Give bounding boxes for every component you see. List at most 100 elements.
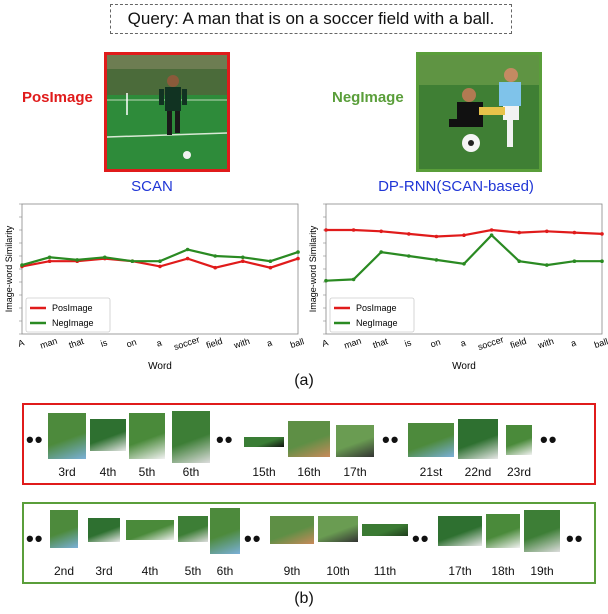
data-point — [434, 234, 439, 239]
x-tick-label: on — [125, 337, 138, 350]
ellipsis-dots: •• — [26, 526, 44, 551]
scan-legend-pos: PosImage — [52, 303, 93, 313]
dprnn-x-axis-label: Word — [452, 361, 476, 372]
x-tick-label: a — [155, 338, 163, 349]
data-point — [213, 265, 217, 270]
data-point — [545, 263, 549, 267]
ellipsis-dots: •• — [566, 526, 584, 551]
pos-thumbnail — [288, 421, 330, 457]
data-point — [462, 262, 466, 266]
pos-thumbnail — [244, 437, 284, 447]
caption-a: (a) — [294, 372, 314, 389]
pos-image-photo — [104, 52, 230, 172]
pos-rank-label: 3rd — [58, 465, 76, 479]
data-point — [47, 255, 52, 260]
data-point — [268, 265, 273, 270]
x-tick-label: with — [536, 336, 555, 351]
neg-thumbnail — [318, 516, 358, 542]
data-point — [75, 258, 79, 262]
x-tick-label: soccer — [173, 334, 201, 352]
data-point — [517, 230, 521, 235]
pos-rank-label: 17th — [343, 465, 367, 479]
data-point — [185, 247, 190, 252]
x-tick-label: a — [459, 338, 467, 349]
scan-legend-neg: NegImage — [52, 318, 94, 328]
neg-thumbnail — [524, 510, 560, 552]
pos-thumbnail — [48, 413, 86, 459]
neg-photo-illustration — [419, 55, 539, 169]
x-tick-label: is — [99, 337, 109, 349]
x-tick-label: that — [372, 336, 390, 350]
pos-thumbnail — [336, 425, 374, 457]
series-line-negimage — [325, 233, 602, 282]
pos-thumbnail — [172, 411, 210, 463]
x-tick-label: a — [570, 338, 578, 349]
pos-image-label: PosImage — [22, 89, 93, 106]
pos-photo-illustration — [107, 55, 227, 169]
neg-rank-label: 5th — [184, 564, 202, 578]
neg-thumbnail — [438, 516, 482, 546]
pos-rank-label: 6th — [182, 465, 200, 479]
x-tick-label: field — [205, 336, 224, 351]
neg-retrieval-strip — [22, 502, 596, 584]
neg-rank-label: 17th — [448, 564, 472, 578]
data-point — [379, 250, 383, 254]
scan-x-axis-label: Word — [148, 361, 172, 372]
x-tick-label: that — [68, 336, 86, 350]
data-point — [296, 256, 300, 261]
data-point — [158, 259, 162, 263]
neg-rank-label: 9th — [283, 564, 301, 578]
x-tick-label: A — [17, 337, 26, 348]
x-tick-label: man — [39, 336, 59, 351]
data-point — [185, 256, 190, 261]
data-point — [600, 259, 604, 263]
neg-image-label: NegImage — [332, 89, 404, 106]
neg-rank-label: 2nd — [53, 564, 75, 578]
x-tick-label: soccer — [477, 334, 505, 352]
caption-b: (b) — [294, 590, 314, 607]
x-tick-label: on — [429, 337, 442, 350]
neg-thumbnail — [88, 518, 120, 542]
ellipsis-dots: •• — [540, 427, 558, 452]
pos-rank-label: 23rd — [506, 465, 532, 479]
pos-thumbnail — [408, 423, 454, 457]
data-point — [434, 258, 439, 262]
data-point — [241, 255, 245, 260]
data-point — [600, 232, 604, 236]
data-point — [489, 233, 494, 237]
data-point — [268, 259, 273, 263]
data-point — [158, 264, 162, 269]
query-text: Query: A man that is on a soccer field w… — [110, 4, 512, 34]
neg-thumbnail — [210, 508, 240, 554]
data-point — [20, 263, 24, 267]
data-point — [324, 228, 328, 232]
pos-rank-label: 21st — [419, 465, 443, 479]
neg-rank-label: 19th — [530, 564, 554, 578]
neg-thumbnail — [126, 520, 174, 540]
data-point — [545, 229, 549, 234]
pos-thumbnail — [90, 419, 126, 451]
pos-rank-label: 15th — [252, 465, 276, 479]
ellipsis-dots: •• — [382, 427, 400, 452]
data-point — [462, 233, 466, 237]
scan-chart-title: SCAN — [131, 178, 173, 195]
neg-thumbnail — [362, 524, 408, 536]
data-point — [379, 229, 383, 234]
x-tick-label: with — [232, 336, 251, 351]
data-point — [572, 230, 577, 235]
pos-thumbnail — [506, 425, 532, 455]
pos-thumbnail — [129, 413, 165, 459]
pos-rank-label: 4th — [99, 465, 117, 479]
ellipsis-dots: •• — [244, 526, 262, 551]
data-point — [324, 278, 328, 283]
neg-thumbnail — [486, 514, 520, 548]
data-point — [241, 259, 245, 263]
neg-image-photo — [416, 52, 542, 172]
data-point — [351, 277, 356, 282]
dprnn-legend-pos: PosImage — [356, 303, 397, 313]
x-tick-label: a — [266, 338, 274, 349]
x-tick-label: man — [343, 336, 363, 351]
neg-thumbnail — [178, 516, 208, 542]
x-tick-label: ball — [289, 336, 304, 350]
pos-rank-label: 22nd — [464, 465, 492, 479]
